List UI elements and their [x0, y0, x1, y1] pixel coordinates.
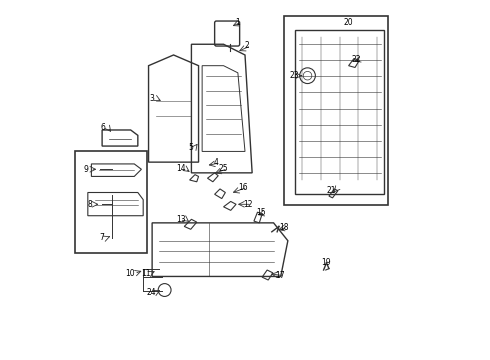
FancyBboxPatch shape: [215, 21, 240, 46]
Text: 24: 24: [147, 288, 156, 297]
Text: 14: 14: [176, 164, 186, 173]
Text: 11: 11: [141, 269, 150, 278]
Text: 16: 16: [239, 183, 248, 192]
Text: 4: 4: [213, 158, 218, 167]
Text: 13: 13: [176, 215, 186, 224]
Text: 18: 18: [279, 222, 288, 231]
Text: 5: 5: [188, 143, 193, 152]
Text: 15: 15: [256, 208, 266, 217]
Text: 17: 17: [275, 271, 285, 280]
Text: 8: 8: [87, 200, 92, 209]
Text: 6: 6: [101, 123, 106, 132]
Text: 22: 22: [352, 55, 361, 64]
Text: 10: 10: [125, 269, 135, 278]
Bar: [284, 16, 388, 205]
Text: 1: 1: [235, 18, 240, 27]
Text: 20: 20: [344, 18, 353, 27]
Text: 19: 19: [321, 258, 331, 267]
Text: 3: 3: [149, 94, 154, 103]
Text: 25: 25: [219, 164, 228, 173]
Text: 21: 21: [327, 185, 336, 194]
Text: 23: 23: [290, 71, 299, 80]
Bar: [75, 152, 147, 253]
Text: 7: 7: [99, 233, 104, 242]
Text: 2: 2: [245, 41, 249, 50]
Text: 9: 9: [84, 165, 89, 174]
Text: 12: 12: [243, 200, 253, 209]
